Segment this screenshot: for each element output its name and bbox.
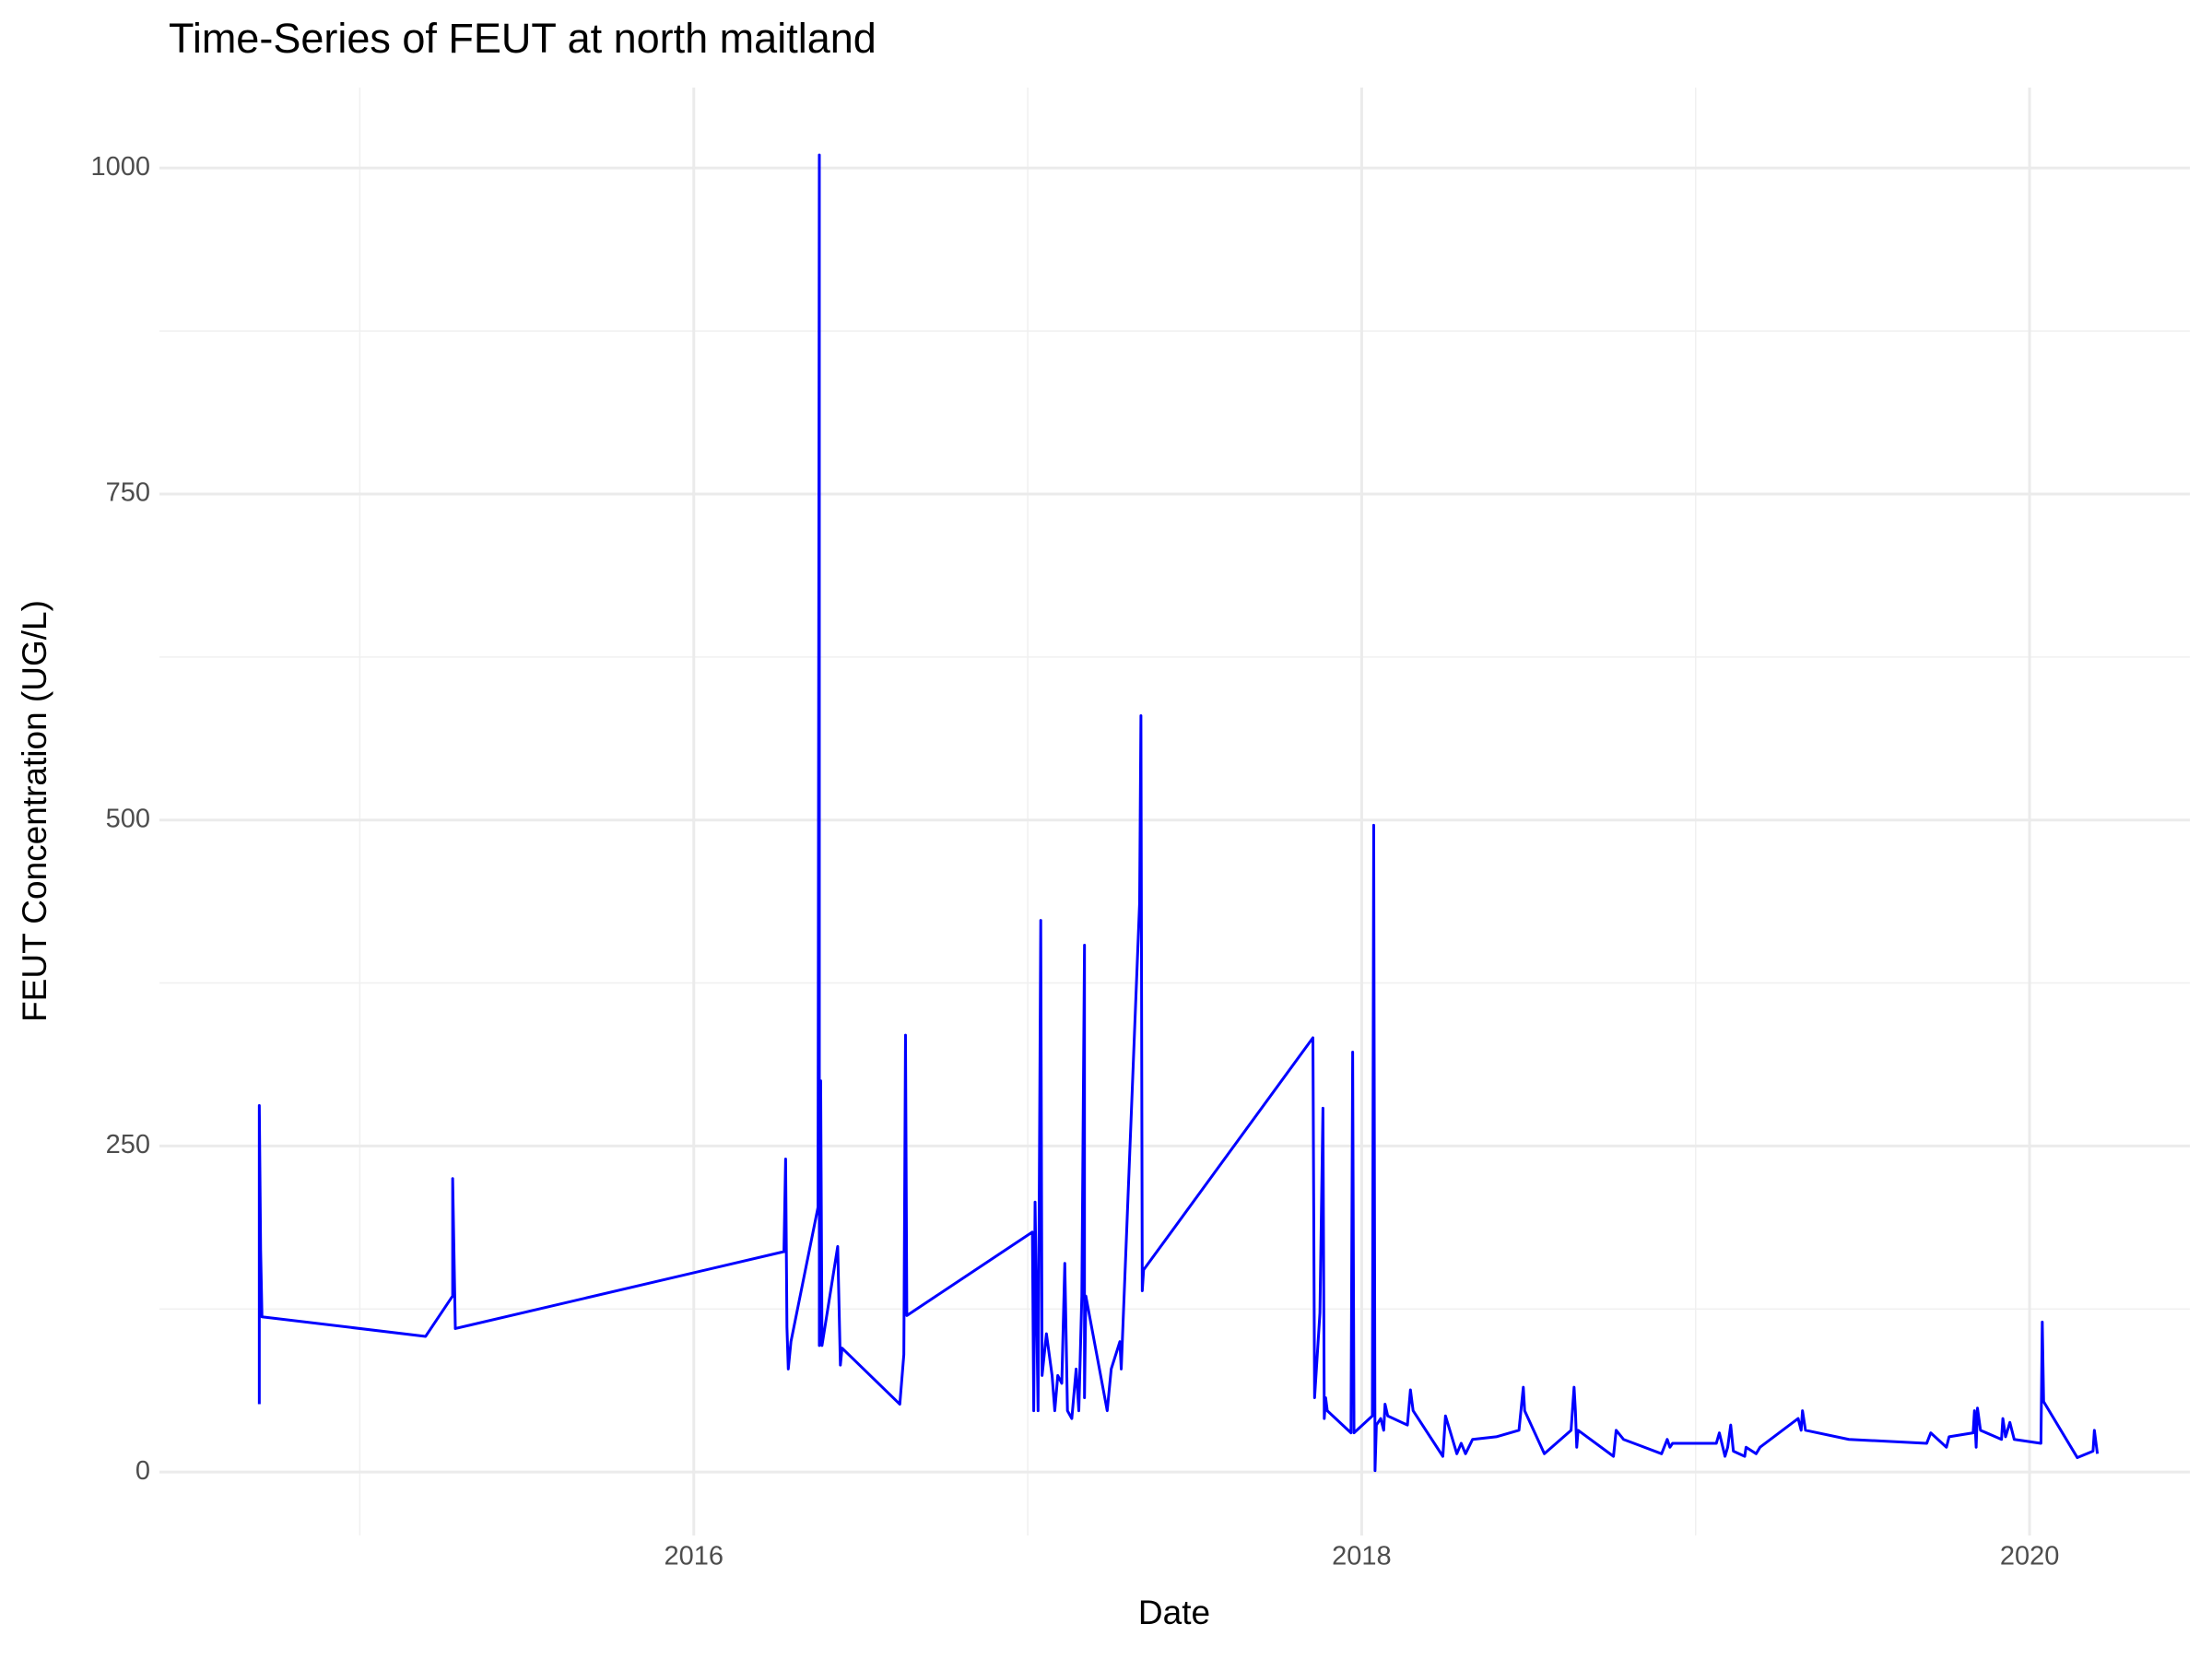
chart-title: Time-Series of FEUT at north maitland <box>169 15 877 62</box>
x-tick-label: 2020 <box>2000 1542 2060 1571</box>
y-tick-label: 500 <box>106 804 150 833</box>
x-tick-label: 2016 <box>664 1542 724 1571</box>
data-line <box>257 153 2100 1473</box>
grid <box>159 88 2190 1535</box>
y-tick-label: 750 <box>106 478 150 508</box>
x-tick-label: 2018 <box>1332 1542 1392 1571</box>
y-tick-label: 250 <box>106 1130 150 1159</box>
plot-area <box>257 153 2100 1473</box>
y-axis-title: FEUT Concentration (UG/L) <box>16 600 53 1022</box>
x-axis-title: Date <box>1138 1594 1210 1631</box>
y-tick-label: 0 <box>135 1456 150 1486</box>
y-tick-label: 1000 <box>90 152 150 182</box>
